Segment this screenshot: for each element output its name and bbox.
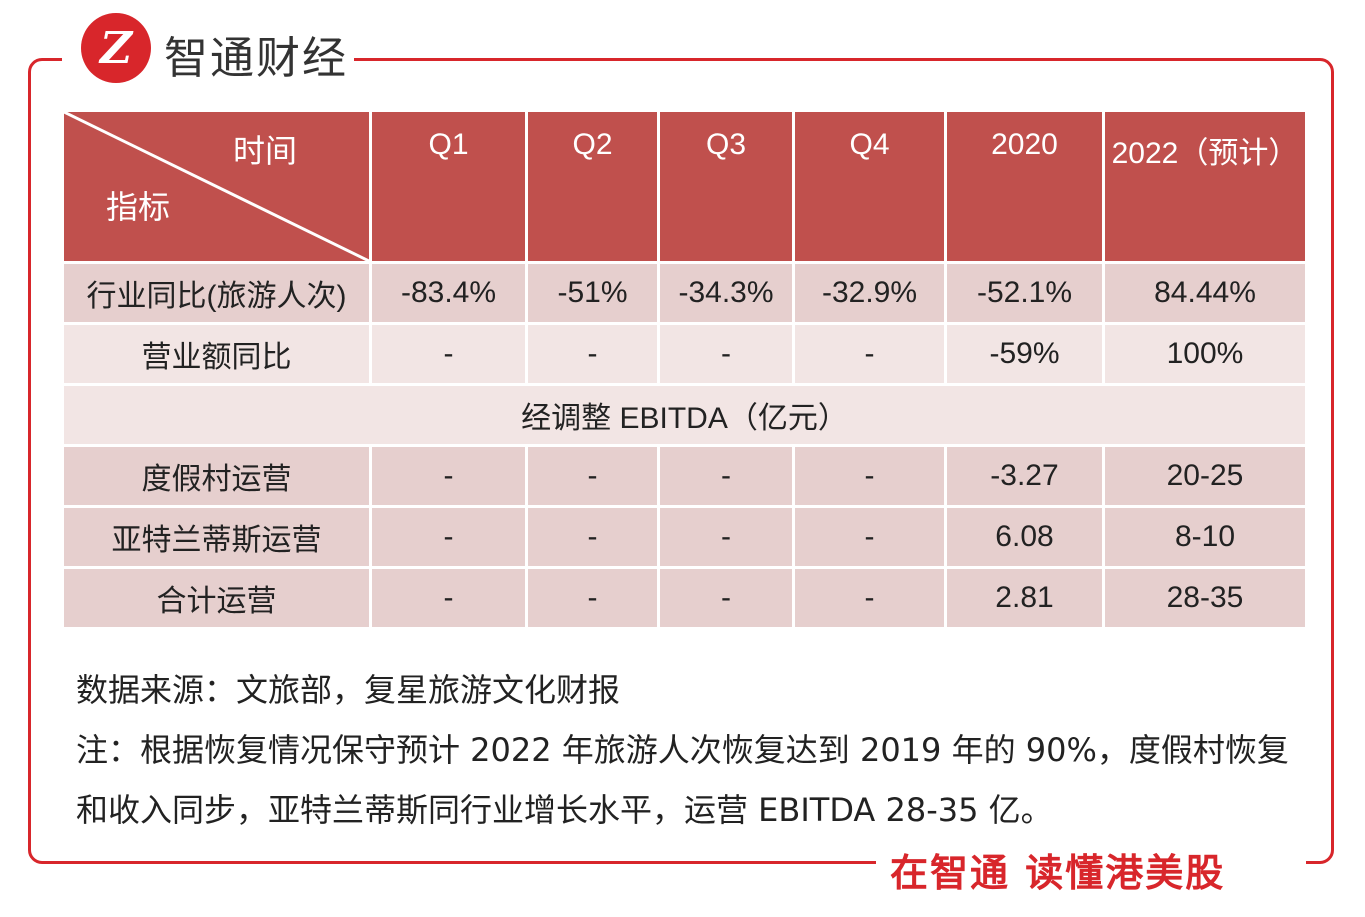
diagonal-divider [64, 112, 369, 261]
corner-cell: 时间 指标 [61, 109, 372, 264]
corner-label-metric: 指标 [106, 189, 171, 225]
table-cell: 6.08 [944, 505, 1105, 569]
table-cell: 2.81 [944, 566, 1105, 630]
column-header: Q4 [792, 109, 947, 264]
table-cell: -52.1% [944, 261, 1105, 325]
table-cell: 20-25 [1102, 444, 1308, 508]
table-cell: -32.9% [792, 261, 947, 325]
column-header: Q1 [369, 109, 528, 264]
section-title: 经调整 EBITDA（亿元） [61, 383, 1308, 447]
brand-name: 智通财经 [164, 33, 348, 84]
table-cell: - [525, 444, 660, 508]
table-cell: - [525, 322, 660, 386]
source-note: 数据来源：文旅部，复星旅游文化财报 [76, 671, 621, 709]
table-cell: - [657, 322, 795, 386]
table-cell: - [792, 322, 947, 386]
column-header: Q2 [525, 109, 660, 264]
table-cell: - [657, 444, 795, 508]
notes-block: 数据来源：文旅部，复星旅游文化财报 注：根据恢复情况保守预计 2022 年旅游人… [76, 660, 1306, 840]
table-row: 行业同比(旅游人次) -83.4% -51% -34.3% -32.9% -52… [61, 261, 1308, 325]
row-label: 度假村运营 [61, 444, 372, 508]
column-header: 2020 [944, 109, 1105, 264]
row-label: 行业同比(旅游人次) [61, 261, 372, 325]
table-cell: - [657, 566, 795, 630]
footer-mask [876, 842, 1306, 890]
table-cell: - [369, 322, 528, 386]
table-cell: 28-35 [1102, 566, 1308, 630]
table-cell: -59% [944, 322, 1105, 386]
table-cell: - [792, 505, 947, 569]
table-cell: - [792, 444, 947, 508]
footnote: 注：根据恢复情况保守预计 2022 年旅游人次恢复达到 2019 年的 90%，… [76, 731, 1289, 829]
table-cell: - [657, 505, 795, 569]
row-label: 营业额同比 [61, 322, 372, 386]
table-row: 亚特兰蒂斯运营 - - - - 6.08 8-10 [61, 505, 1308, 569]
column-header: Q3 [657, 109, 795, 264]
table-cell: -34.3% [657, 261, 795, 325]
table-cell: 8-10 [1102, 505, 1308, 569]
row-label: 亚特兰蒂斯运营 [61, 505, 372, 569]
table-cell: - [369, 566, 528, 630]
table-cell: 100% [1102, 322, 1308, 386]
brand-logo-icon: Z [81, 13, 151, 83]
row-label: 合计运营 [61, 566, 372, 630]
table-cell: - [369, 444, 528, 508]
card-frame [28, 58, 1334, 864]
table-cell: - [369, 505, 528, 569]
table-cell: - [525, 566, 660, 630]
data-table: 时间 指标 Q1 Q2 Q3 Q4 2020 2022（预计） 行业同比(旅游人… [61, 109, 1308, 630]
table-row: 营业额同比 - - - - -59% 100% [61, 322, 1308, 386]
table-cell: - [792, 566, 947, 630]
corner-label-time: 时间 [232, 133, 297, 169]
table-header-row: 时间 指标 Q1 Q2 Q3 Q4 2020 2022（预计） [61, 109, 1308, 264]
table-cell: -83.4% [369, 261, 528, 325]
table-row: 合计运营 - - - - 2.81 28-35 [61, 566, 1308, 630]
table-cell: -3.27 [944, 444, 1105, 508]
table-cell: - [525, 505, 660, 569]
table-row: 度假村运营 - - - - -3.27 20-25 [61, 444, 1308, 508]
table-cell: 84.44% [1102, 261, 1308, 325]
column-header: 2022（预计） [1102, 109, 1308, 264]
brand-slogan: 在智通 读懂港美股 [890, 851, 1226, 895]
section-title-row: 经调整 EBITDA（亿元） [61, 383, 1308, 447]
table-cell: -51% [525, 261, 660, 325]
